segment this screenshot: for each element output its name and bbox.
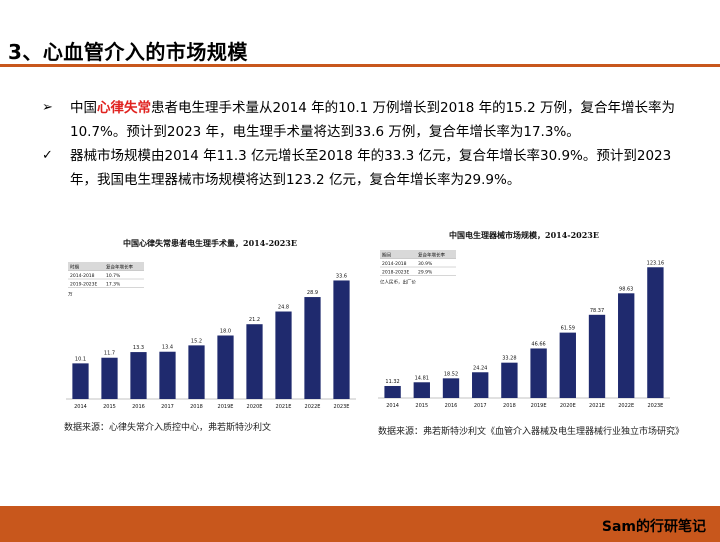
bar bbox=[618, 293, 635, 398]
bar bbox=[559, 332, 576, 398]
source-left: 数据来源：心律失常介入质控中心，弗若斯特沙利文 bbox=[64, 423, 272, 433]
data-label: 28.9 bbox=[307, 290, 318, 296]
x-tick-label: 2014 bbox=[386, 403, 399, 409]
inset-table-header: 期间 bbox=[382, 251, 391, 258]
inset-table-cell: 17.3% bbox=[106, 281, 121, 287]
x-tick-label: 2018 bbox=[503, 403, 516, 409]
data-label: 24.24 bbox=[473, 365, 487, 371]
inset-table-cell: 2014-2018 bbox=[70, 273, 95, 279]
data-label: 11.7 bbox=[104, 351, 115, 357]
bar bbox=[530, 348, 547, 398]
unit-label: 万 bbox=[68, 292, 73, 298]
bullet-1-pre: 中国 bbox=[70, 100, 97, 116]
check-bullet-icon: ✓ bbox=[42, 148, 53, 163]
data-label: 18.52 bbox=[444, 371, 458, 377]
unit-label: 亿人民币，出厂价 bbox=[380, 279, 416, 286]
bar bbox=[647, 267, 664, 398]
inset-table-cell: 2018-2023E bbox=[382, 269, 410, 275]
data-label: 33.6 bbox=[336, 273, 347, 279]
bullet-list: ➢ 中国心律失常患者电生理手术量从2014 年的10.1 万例增长到2018 年的… bbox=[42, 96, 702, 192]
bar bbox=[275, 311, 292, 399]
bar bbox=[130, 352, 147, 399]
x-tick-label: 2014 bbox=[74, 404, 87, 410]
data-label: 98.63 bbox=[619, 286, 633, 292]
x-tick-label: 2015 bbox=[103, 404, 116, 410]
bar bbox=[472, 372, 489, 398]
x-tick-label: 2021E bbox=[276, 404, 292, 410]
inset-table-cell: 10.7% bbox=[106, 273, 121, 279]
inset-table-header: 时期 bbox=[70, 263, 79, 270]
arrow-bullet-icon: ➢ bbox=[42, 100, 53, 115]
source-right: 数据来源：弗若斯特沙利文《血管介入器械及电生理器械行业独立市场研究》 bbox=[378, 427, 685, 437]
data-label: 33.28 bbox=[502, 356, 516, 362]
data-label: 13.3 bbox=[133, 345, 144, 351]
x-tick-label: 2021E bbox=[589, 403, 605, 409]
data-label: 13.4 bbox=[162, 345, 173, 351]
x-tick-label: 2022E bbox=[305, 404, 321, 410]
bar bbox=[246, 324, 263, 399]
data-label: 24.8 bbox=[278, 305, 289, 311]
bar bbox=[72, 363, 89, 399]
bullet-procedures: ➢ 中国心律失常患者电生理手术量从2014 年的10.1 万例增长到2018 年的… bbox=[42, 96, 702, 144]
bar bbox=[304, 297, 321, 399]
bar bbox=[413, 382, 430, 398]
bullet-1-highlight: 心律失常 bbox=[97, 100, 151, 116]
data-label: 61.59 bbox=[561, 326, 575, 332]
data-label: 15.2 bbox=[191, 338, 202, 344]
x-tick-label: 2015 bbox=[415, 403, 428, 409]
bar bbox=[217, 335, 234, 399]
x-tick-label: 2017 bbox=[474, 403, 487, 409]
bullet-2-text: 器械市场规模由2014 年11.3 亿元增长至2018 年的33.3 亿元，复合… bbox=[70, 148, 672, 188]
bar bbox=[384, 385, 401, 398]
x-tick-label: 2019E bbox=[531, 403, 547, 409]
inset-table-cell: 2019-2023E bbox=[70, 281, 98, 287]
data-label: 123.16 bbox=[647, 260, 665, 266]
data-label: 11.32 bbox=[385, 379, 399, 385]
data-label: 21.2 bbox=[249, 317, 260, 323]
inset-table-cell: 2014-2018 bbox=[382, 261, 407, 267]
inset-table-cell: 29.9% bbox=[418, 269, 433, 275]
bar bbox=[442, 378, 460, 398]
inset-table-header: 复合年增长率 bbox=[106, 263, 133, 270]
bar bbox=[159, 351, 176, 399]
inset-table-cell: 30.9% bbox=[418, 261, 433, 267]
title-underline bbox=[0, 64, 720, 67]
inset-table-header-bg bbox=[68, 262, 144, 271]
footer-brand: Sam的行研笔记 bbox=[601, 519, 706, 535]
bar bbox=[188, 345, 205, 399]
chart-title: 中国电生理器械市场规模，2014-2023E bbox=[449, 230, 599, 240]
device-market-chart: 中国电生理器械市场规模，2014-2023E 期间 复合年增长率 2014-2018 3… bbox=[374, 228, 674, 414]
chart-svg: 中国心律失常患者电生理手术量，2014-2023E 时期 复合年增长率 2014-20… bbox=[66, 238, 356, 410]
inset-table-header: 复合年增长率 bbox=[418, 251, 445, 258]
footer-bar: Sam的行研笔记 bbox=[0, 506, 720, 542]
procedures-chart: 中国心律失常患者电生理手术量，2014-2023E 时期 复合年增长率 2014-20… bbox=[60, 234, 360, 414]
data-label: 14.81 bbox=[415, 375, 429, 381]
data-label: 46.66 bbox=[531, 341, 545, 347]
bar bbox=[101, 357, 118, 399]
chart-svg: 中国电生理器械市场规模，2014-2023E 期间 复合年增长率 2014-2018 3… bbox=[378, 230, 670, 409]
x-tick-label: 2017 bbox=[161, 404, 174, 410]
x-tick-label: 2019E bbox=[218, 404, 234, 410]
x-tick-label: 2016 bbox=[132, 404, 145, 410]
data-label: 78.37 bbox=[590, 308, 604, 314]
inset-table-header-bg bbox=[380, 250, 456, 259]
x-tick-label: 2023E bbox=[647, 403, 663, 409]
bar bbox=[333, 280, 350, 399]
x-tick-label: 2018 bbox=[190, 404, 203, 410]
x-tick-label: 2022E bbox=[618, 403, 634, 409]
bullet-1-post: 患者电生理手术量从2014 年的10.1 万例增长到2018 年的15.2 万例… bbox=[70, 100, 675, 140]
x-tick-label: 2023E bbox=[334, 404, 350, 410]
x-tick-label: 2016 bbox=[445, 403, 458, 409]
data-label: 18.0 bbox=[220, 329, 231, 335]
bar bbox=[588, 314, 606, 398]
page-title: 3、心血管介入的市场规模 bbox=[8, 40, 248, 64]
chart-title: 中国心律失常患者电生理手术量，2014-2023E bbox=[123, 238, 297, 248]
bar bbox=[501, 362, 518, 398]
title-bar: 3、心血管介入的市场规模 bbox=[0, 30, 720, 68]
bullet-devices: ✓ 器械市场规模由2014 年11.3 亿元增长至2018 年的33.3 亿元，复… bbox=[42, 144, 702, 192]
x-tick-label: 2020E bbox=[560, 403, 576, 409]
data-label: 10.1 bbox=[75, 356, 86, 362]
x-tick-label: 2020E bbox=[247, 404, 263, 410]
